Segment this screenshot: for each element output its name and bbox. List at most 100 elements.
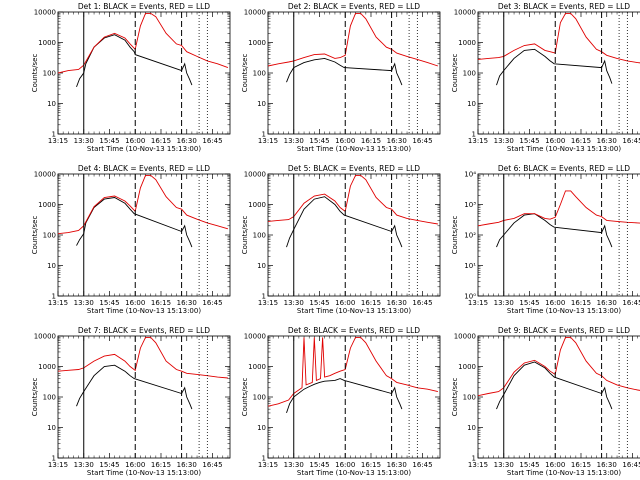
x-tick-label: 16:15 (571, 299, 591, 307)
plot-title: Det 9: BLACK = Events, RED = LLD (498, 326, 630, 335)
x-tick-label: 16:45 (622, 137, 640, 145)
plot-title: Det 5: BLACK = Events, RED = LLD (288, 164, 420, 173)
x-tick-label: 16:30 (387, 299, 407, 307)
lld-series-line (478, 336, 640, 397)
y-tick-label: 1000 (458, 363, 476, 371)
y-tick-label: 10 (47, 262, 56, 270)
x-tick-label: 13:30 (74, 137, 94, 145)
y-tick-label: 1 (472, 455, 476, 463)
x-tick-label: 16:30 (387, 137, 407, 145)
x-axis-label: Start Time (10-Nov-13 15:13:00) (87, 469, 201, 477)
y-tick-label: 100 (463, 394, 476, 402)
x-axis-label: Start Time (10-Nov-13 15:13:00) (507, 469, 621, 477)
events-series-line (286, 378, 403, 414)
y-axis-label: Counts/sec (31, 54, 39, 93)
y-tick-label: 100 (43, 232, 56, 240)
x-tick-label: 16:45 (622, 299, 640, 307)
x-tick-label: 13:30 (284, 461, 304, 469)
x-tick-label: 16:45 (412, 461, 432, 469)
y-axis-label: Counts/sec (31, 216, 39, 255)
x-tick-label: 13:30 (284, 299, 304, 307)
events-series-line (496, 361, 613, 410)
y-tick-label: 100 (43, 70, 56, 78)
y-axis-label: Counts/sec (31, 378, 39, 417)
x-tick-label: 16:00 (335, 461, 355, 469)
x-tick-label: 16:00 (545, 461, 565, 469)
lld-series-line (478, 190, 640, 227)
x-tick-label: 15:45 (99, 137, 119, 145)
y-tick-label: 1 (262, 131, 266, 139)
y-tick-label: 10000 (454, 9, 476, 17)
x-tick-label: 16:30 (387, 461, 407, 469)
x-tick-label: 16:00 (545, 137, 565, 145)
y-axis-label: Counts/sec (241, 216, 249, 255)
x-tick-label: 16:45 (412, 299, 432, 307)
y-tick-label: 1000 (38, 201, 56, 209)
y-tick-label: 1000 (458, 39, 476, 47)
y-tick-label: 10 (257, 262, 266, 270)
y-tick-label: 1000 (248, 39, 266, 47)
x-tick-label: 15:45 (99, 299, 119, 307)
x-tick-label: 15:45 (519, 299, 539, 307)
x-tick-label: 16:30 (597, 461, 617, 469)
plot-panel-7: Det 7: BLACK = Events, RED = LLD 1 10 100 10… (31, 326, 231, 477)
x-tick-label: 15:45 (309, 299, 329, 307)
y-tick-label: 10² (464, 232, 476, 240)
x-axis-label: Start Time (10-Nov-13 15:13:00) (297, 307, 411, 315)
x-tick-label: 16:45 (202, 137, 222, 145)
x-tick-label: 15:45 (99, 461, 119, 469)
x-tick-label: 13:15 (258, 461, 278, 469)
x-axis-label: Start Time (10-Nov-13 15:13:00) (507, 307, 621, 315)
lld-series-line (58, 12, 229, 74)
x-tick-label: 15:45 (519, 461, 539, 469)
y-tick-label: 10000 (244, 333, 266, 341)
x-tick-label: 16:15 (361, 461, 381, 469)
lld-series-line (268, 336, 439, 407)
x-tick-label: 16:45 (202, 461, 222, 469)
y-tick-label: 1000 (38, 363, 56, 371)
plot-panel-1: Det 1: BLACK = Events, RED = LLD 1 10 100 10… (31, 2, 231, 153)
plot-title: Det 1: BLACK = Events, RED = LLD (78, 2, 210, 11)
y-axis-label: Counts/sec (241, 54, 249, 93)
x-tick-label: 13:15 (258, 137, 278, 145)
y-axis-label: Counts/sec (451, 378, 459, 417)
y-tick-label: 1 (52, 455, 56, 463)
x-tick-label: 13:30 (74, 299, 94, 307)
x-axis-label: Start Time (10-Nov-13 15:13:00) (87, 307, 201, 315)
events-series-line (286, 196, 403, 248)
x-tick-label: 13:30 (494, 137, 514, 145)
y-tick-label: 10000 (34, 333, 56, 341)
y-tick-label: 100 (253, 394, 266, 402)
x-tick-label: 16:45 (622, 461, 640, 469)
x-tick-label: 13:30 (74, 461, 94, 469)
x-tick-label: 16:15 (151, 299, 171, 307)
x-tick-label: 15:45 (519, 137, 539, 145)
x-tick-label: 16:30 (597, 299, 617, 307)
y-tick-label: 10⁴ (464, 171, 476, 179)
lld-series-line (268, 174, 438, 225)
y-tick-label: 10000 (34, 171, 56, 179)
x-tick-label: 16:15 (151, 461, 171, 469)
y-tick-label: 1 (262, 293, 266, 301)
y-tick-label: 10 (467, 100, 476, 108)
plot-title: Det 2: BLACK = Events, RED = LLD (288, 2, 420, 11)
x-tick-label: 13:15 (468, 461, 488, 469)
x-tick-label: 16:45 (412, 137, 432, 145)
y-tick-label: 10000 (454, 333, 476, 341)
x-tick-label: 16:00 (335, 299, 355, 307)
y-tick-label: 10 (47, 100, 56, 108)
events-series-line (286, 57, 403, 86)
y-tick-label: 1 (472, 131, 476, 139)
y-tick-label: 1 (52, 131, 56, 139)
x-tick-label: 16:30 (177, 299, 197, 307)
plot-panel-6: Det 6: BLACK = Events, RED = LLD 10⁰ 10¹ 10… (451, 164, 640, 315)
x-tick-label: 16:00 (125, 461, 145, 469)
y-tick-label: 10 (47, 424, 56, 432)
x-tick-label: 16:00 (125, 299, 145, 307)
x-axis-label: Start Time (10-Nov-13 15:13:00) (297, 469, 411, 477)
y-tick-label: 1000 (38, 39, 56, 47)
x-tick-label: 16:15 (571, 137, 591, 145)
y-tick-label: 100 (463, 70, 476, 78)
x-tick-label: 16:00 (125, 137, 145, 145)
plot-panel-5: Det 5: BLACK = Events, RED = LLD 1 10 100 10… (241, 164, 441, 315)
